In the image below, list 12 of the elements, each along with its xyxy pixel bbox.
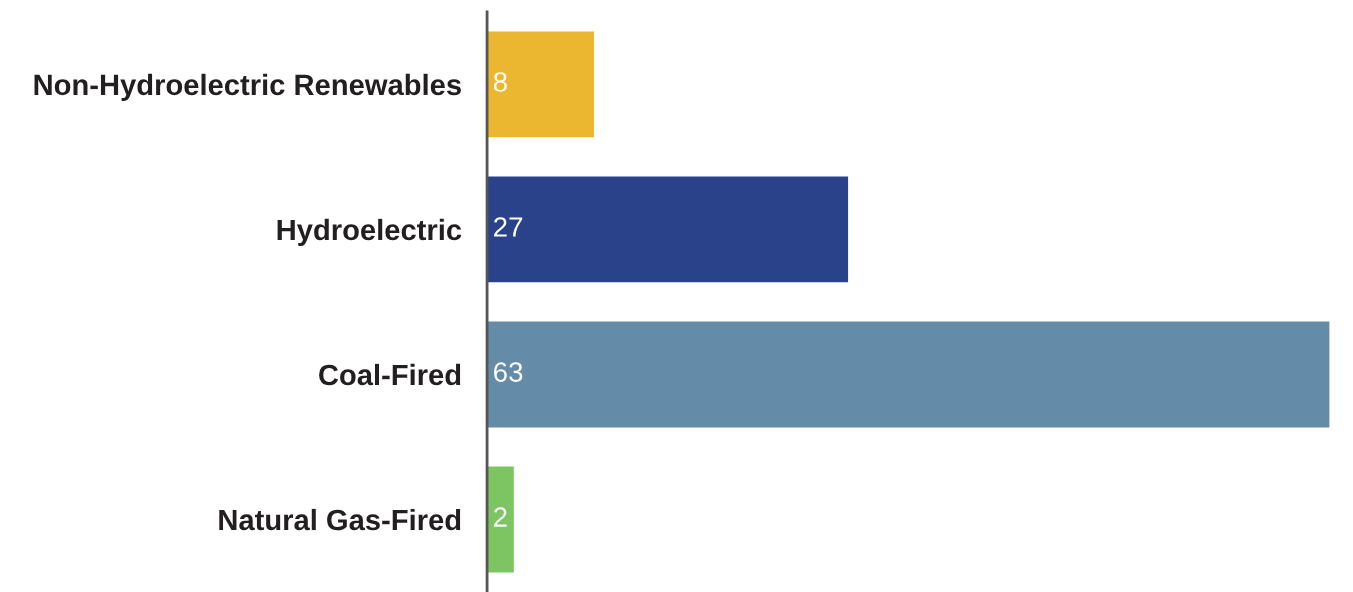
data-label: 8 <box>493 72 507 92</box>
bar <box>487 31 595 138</box>
y-tick-label: Hydroelectric <box>277 218 462 247</box>
bar <box>487 176 849 283</box>
data-label: 63 <box>494 362 523 382</box>
data-label: 2 <box>494 507 507 527</box>
y-tick-label: Coal-Fired <box>319 363 461 386</box>
y-tick-label: Natural Gas-Fired <box>219 508 461 531</box>
y-tick-label: Non-Hydroelectric Renewables <box>34 73 461 101</box>
bar <box>487 466 514 573</box>
data-label: 27 <box>494 217 523 237</box>
bar <box>487 321 1330 428</box>
